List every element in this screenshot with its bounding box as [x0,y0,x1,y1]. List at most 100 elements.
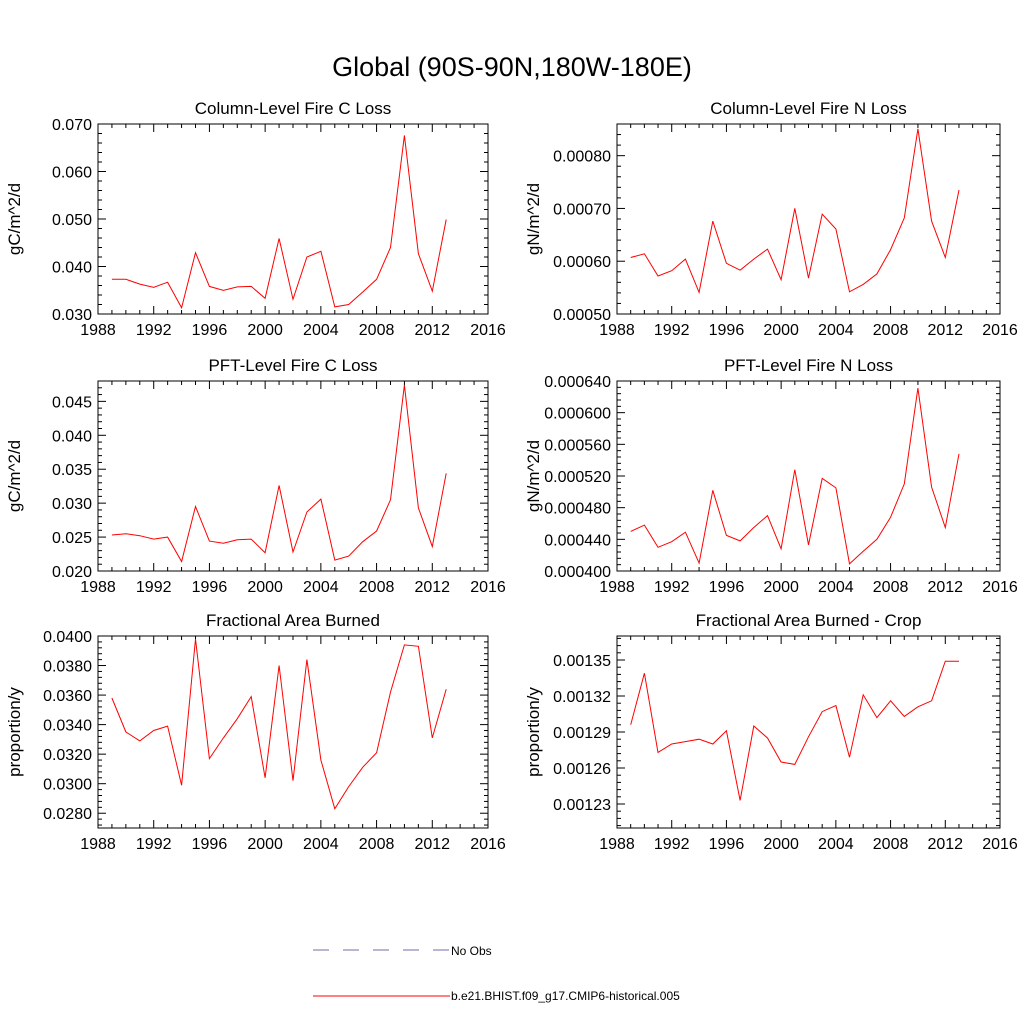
y-tick-label: 0.000400 [544,564,611,581]
y-tick-label: 0.025 [52,530,92,547]
x-tick-label: 2008 [873,579,909,596]
y-axis-label: gN/m^2/d [524,183,543,255]
x-tick-label: 2000 [763,322,799,339]
y-tick-label: 0.050 [52,212,92,229]
y-tick-label: 0.00070 [553,201,611,218]
y-tick-label: 0.000480 [544,501,611,518]
x-tick-label: 2016 [982,836,1018,853]
panel-title: Fractional Area Burned [206,611,380,630]
panel-3: PFT-Level Fire C Loss gC/m^2/d 1988 1992 199… [5,356,506,596]
y-tick-label: 0.035 [52,462,92,479]
x-tick-label: 2008 [359,322,395,339]
y-tick-label: 0.040 [52,260,92,277]
panel-title: PFT-Level Fire N Loss [724,356,893,375]
x-tick-label: 1992 [136,836,172,853]
y-tick-label: 0.0360 [43,688,92,705]
x-tick-label: 2008 [359,579,395,596]
x-tick-label: 2012 [414,836,450,853]
x-tick-label: 2004 [303,579,339,596]
y-tick-label: 0.000560 [544,437,611,454]
x-tick-label: 2016 [470,322,506,339]
x-tick-label: 1992 [136,579,172,596]
x-tick-label: 1996 [192,579,228,596]
y-tick-label: 0.0380 [43,659,92,676]
y-tick-label: 0.0320 [43,747,92,764]
x-tick-label: 1992 [654,322,690,339]
x-tick-label: 1996 [709,579,745,596]
x-tick-label: 1988 [599,579,635,596]
y-tick-label: 0.00123 [553,797,611,814]
panel-4: PFT-Level Fire N Loss gN/m^2/d 1988 1992 199… [524,356,1018,596]
x-tick-label: 2016 [470,579,506,596]
x-tick-label: 1996 [192,836,228,853]
y-tick-label: 0.00080 [553,149,611,166]
y-tick-label: 0.045 [52,394,92,411]
x-tick-label: 1988 [80,836,116,853]
y-axis-label: proportion/y [5,687,24,777]
y-tick-label: 0.000440 [544,532,611,549]
y-tick-label: 0.00132 [553,689,611,706]
x-tick-label: 2008 [873,836,909,853]
x-tick-label: 1988 [599,322,635,339]
y-tick-label: 0.000600 [544,406,611,423]
panel-6: Fractional Area Burned - Crop proportion/… [524,611,1018,853]
x-tick-label: 1988 [80,322,116,339]
series-line [111,135,447,310]
x-tick-label: 1996 [709,836,745,853]
x-tick-label: 2000 [763,579,799,596]
y-tick-label: 0.0300 [43,777,92,794]
y-tick-label: 0.000520 [544,469,611,486]
x-tick-label: 1992 [654,579,690,596]
x-tick-label: 2000 [247,322,283,339]
x-tick-label: 1996 [709,322,745,339]
x-tick-label: 2000 [763,836,799,853]
series-line [111,638,447,811]
series-line [630,128,960,295]
y-axis-label: gC/m^2/d [5,440,24,512]
panel-title: Fractional Area Burned - Crop [696,611,922,630]
x-tick-label: 2004 [818,579,854,596]
series-line [630,660,959,801]
panel-2: Column-Level Fire N Loss gN/m^2/d 1988 1992… [524,99,1018,339]
y-tick-label: 0.000640 [544,374,611,391]
x-tick-label: 2012 [927,579,963,596]
x-tick-label: 1988 [80,579,116,596]
y-tick-label: 0.0400 [43,629,92,646]
x-tick-label: 2012 [414,322,450,339]
x-tick-label: 2004 [303,836,339,853]
x-tick-label: 2004 [303,322,339,339]
y-tick-label: 0.00129 [553,725,611,742]
panel-1: Column-Level Fire C Loss gC/m^2/d 1988 1992… [5,99,506,339]
y-tick-label: 0.070 [52,117,92,134]
legend: No Obs b.e21.BHIST.f09_g17.CMIP6-histori… [313,944,680,1003]
x-tick-label: 2008 [359,836,395,853]
x-tick-label: 1992 [654,836,690,853]
x-tick-label: 1996 [192,322,228,339]
x-tick-label: 2000 [247,836,283,853]
legend-label-model: b.e21.BHIST.f09_g17.CMIP6-historical.005 [451,989,680,1003]
x-tick-label: 2008 [873,322,909,339]
series-line [630,388,960,565]
y-axis-label: proportion/y [524,687,543,777]
x-tick-label: 2012 [414,579,450,596]
x-tick-label: 1992 [136,322,172,339]
y-tick-label: 0.030 [52,307,92,324]
figure-title: Global (90S-90N,180W-180E) [332,52,692,82]
y-tick-label: 0.00060 [553,254,611,271]
x-tick-label: 2004 [818,836,854,853]
x-tick-label: 2016 [982,579,1018,596]
y-tick-label: 0.060 [52,165,92,182]
panels: Column-Level Fire C Loss gC/m^2/d 1988 1992… [5,99,1018,853]
y-tick-label: 0.020 [52,564,92,581]
x-tick-label: 2004 [818,322,854,339]
panel-5: Fractional Area Burned proportion/y 1988 19… [5,611,506,853]
panel-title: Column-Level Fire N Loss [710,99,907,118]
y-tick-label: 0.00126 [553,761,611,778]
x-tick-label: 2016 [470,836,506,853]
y-tick-label: 0.030 [52,496,92,513]
series-line [111,385,447,563]
x-tick-label: 2016 [982,322,1018,339]
x-tick-label: 2012 [927,836,963,853]
y-tick-label: 0.00050 [553,307,611,324]
